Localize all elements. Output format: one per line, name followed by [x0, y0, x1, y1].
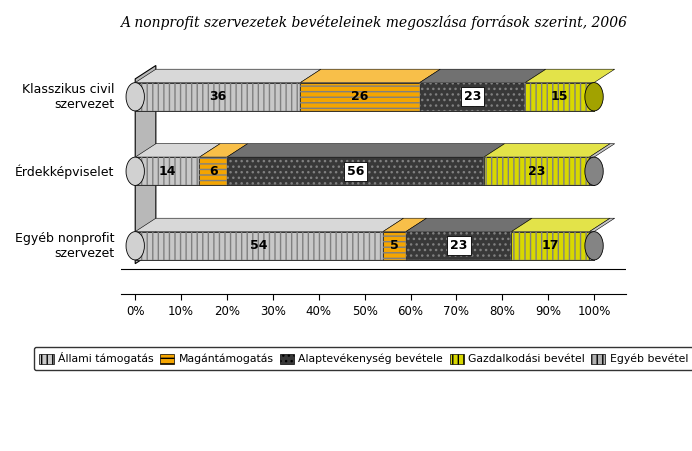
- Text: 54: 54: [251, 239, 268, 252]
- Polygon shape: [199, 144, 248, 157]
- Text: 23: 23: [464, 90, 481, 103]
- Bar: [590, 232, 594, 260]
- Bar: [227, 157, 484, 185]
- Bar: [135, 83, 300, 111]
- Text: 17: 17: [542, 239, 559, 252]
- Text: 56: 56: [347, 165, 364, 178]
- Bar: [300, 83, 419, 111]
- Bar: [419, 83, 525, 111]
- Bar: [383, 232, 406, 260]
- Bar: [484, 157, 590, 185]
- Text: 23: 23: [450, 239, 467, 252]
- Polygon shape: [484, 144, 610, 157]
- Ellipse shape: [585, 232, 603, 260]
- Polygon shape: [135, 218, 403, 232]
- Bar: [590, 157, 594, 185]
- Polygon shape: [590, 218, 614, 232]
- Polygon shape: [511, 218, 610, 232]
- Polygon shape: [135, 144, 220, 157]
- Text: 36: 36: [209, 90, 226, 103]
- Text: 15: 15: [551, 90, 568, 103]
- Text: 26: 26: [352, 90, 369, 103]
- Polygon shape: [590, 144, 614, 157]
- Ellipse shape: [126, 232, 145, 260]
- Bar: [300, 83, 419, 111]
- Polygon shape: [383, 218, 426, 232]
- Bar: [525, 83, 594, 111]
- Bar: [135, 83, 300, 111]
- Ellipse shape: [126, 83, 145, 111]
- Text: 5: 5: [390, 239, 399, 252]
- Bar: [511, 232, 590, 260]
- Bar: [525, 83, 594, 111]
- Bar: [135, 157, 199, 185]
- Polygon shape: [300, 69, 440, 83]
- Polygon shape: [135, 69, 321, 83]
- Ellipse shape: [585, 157, 603, 185]
- Bar: [135, 157, 199, 185]
- Title: A nonprofit szervezetek bevételeinek megoszlása források szerint, 2006: A nonprofit szervezetek bevételeinek meg…: [120, 15, 628, 30]
- Bar: [406, 232, 511, 260]
- Bar: [590, 232, 594, 260]
- Ellipse shape: [585, 83, 603, 111]
- Bar: [199, 157, 227, 185]
- Bar: [406, 232, 511, 260]
- Bar: [511, 232, 590, 260]
- Polygon shape: [135, 65, 156, 264]
- Polygon shape: [419, 69, 546, 83]
- Bar: [199, 157, 227, 185]
- Text: 23: 23: [528, 165, 545, 178]
- Polygon shape: [227, 144, 504, 157]
- Bar: [590, 157, 594, 185]
- Polygon shape: [406, 218, 532, 232]
- Bar: [135, 232, 383, 260]
- Bar: [135, 232, 383, 260]
- Text: 6: 6: [209, 165, 217, 178]
- Polygon shape: [525, 69, 614, 83]
- Bar: [419, 83, 525, 111]
- Ellipse shape: [126, 157, 145, 185]
- Text: 14: 14: [158, 165, 176, 178]
- Bar: [484, 157, 590, 185]
- Bar: [227, 157, 484, 185]
- Bar: [383, 232, 406, 260]
- Legend: Állami támogatás, Magántámogatás, Alaptevékenység bevétele, Gazdalkodási bevétel: Állami támogatás, Magántámogatás, Alapte…: [34, 347, 692, 370]
